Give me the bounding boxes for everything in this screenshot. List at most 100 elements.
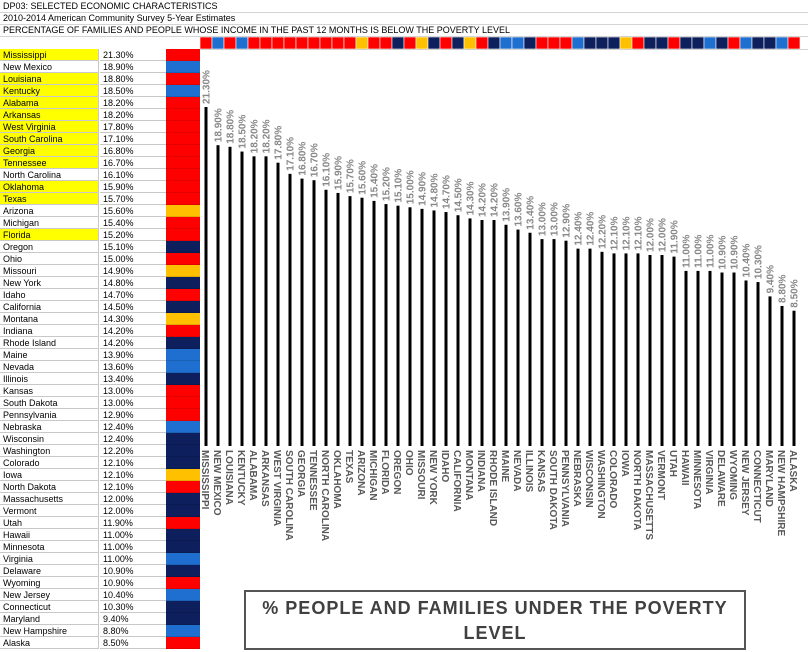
percent-cell[interactable]: 12.10% [100, 481, 166, 493]
percent-cell[interactable]: 18.80% [100, 73, 166, 85]
percent-cell[interactable]: 15.70% [100, 193, 166, 205]
state-name-cell[interactable]: West Virginia [0, 121, 99, 133]
color-swatch-cell[interactable] [166, 229, 200, 241]
color-swatch-cell[interactable] [166, 517, 200, 529]
color-swatch-cell[interactable] [166, 589, 200, 601]
state-name-cell[interactable]: Massachusetts [0, 493, 99, 505]
state-name-cell[interactable]: Illinois [0, 373, 99, 385]
state-name-cell[interactable]: Texas [0, 193, 99, 205]
percent-cell[interactable]: 9.40% [100, 613, 166, 625]
state-name-cell[interactable]: Georgia [0, 145, 99, 157]
state-name-cell[interactable]: South Carolina [0, 133, 99, 145]
state-name-cell[interactable]: Washington [0, 445, 99, 457]
percent-cell[interactable]: 11.90% [100, 517, 166, 529]
percent-cell[interactable]: 12.90% [100, 409, 166, 421]
percent-cell[interactable]: 13.00% [100, 397, 166, 409]
state-name-cell[interactable]: Pennsylvania [0, 409, 99, 421]
state-name-cell[interactable]: Indiana [0, 325, 99, 337]
percent-cell[interactable]: 12.10% [100, 469, 166, 481]
color-swatch-cell[interactable] [166, 337, 200, 349]
color-swatch-cell[interactable] [166, 541, 200, 553]
state-name-cell[interactable]: Ohio [0, 253, 99, 265]
color-swatch-cell[interactable] [166, 373, 200, 385]
percent-cell[interactable]: 15.00% [100, 253, 166, 265]
color-swatch-cell[interactable] [166, 85, 200, 97]
percent-cell[interactable]: 21.30% [100, 49, 166, 61]
state-name-cell[interactable]: New Hampshire [0, 625, 99, 637]
state-name-cell[interactable]: Iowa [0, 469, 99, 481]
color-swatch-cell[interactable] [166, 505, 200, 517]
color-swatch-cell[interactable] [166, 157, 200, 169]
state-name-cell[interactable]: Rhode Island [0, 337, 99, 349]
color-swatch-cell[interactable] [166, 289, 200, 301]
color-swatch-cell[interactable] [166, 601, 200, 613]
state-name-cell[interactable]: Montana [0, 313, 99, 325]
percent-cell[interactable]: 18.50% [100, 85, 166, 97]
state-name-cell[interactable]: New Jersey [0, 589, 99, 601]
color-swatch-cell[interactable] [166, 361, 200, 373]
color-swatch-cell[interactable] [166, 253, 200, 265]
percent-cell[interactable]: 13.40% [100, 373, 166, 385]
percent-cell[interactable]: 16.10% [100, 169, 166, 181]
state-name-cell[interactable]: Michigan [0, 217, 99, 229]
state-name-cell[interactable]: Minnesota [0, 541, 99, 553]
percent-cell[interactable]: 14.80% [100, 277, 166, 289]
color-swatch-cell[interactable] [166, 169, 200, 181]
color-swatch-cell[interactable] [166, 529, 200, 541]
color-swatch-cell[interactable] [166, 637, 200, 649]
color-swatch-cell[interactable] [166, 385, 200, 397]
percent-cell[interactable]: 15.10% [100, 241, 166, 253]
state-name-cell[interactable]: Colorado [0, 457, 99, 469]
percent-cell[interactable]: 14.90% [100, 265, 166, 277]
percent-cell[interactable]: 17.10% [100, 133, 166, 145]
percent-cell[interactable]: 16.80% [100, 145, 166, 157]
color-swatch-cell[interactable] [166, 145, 200, 157]
color-swatch-cell[interactable] [166, 397, 200, 409]
color-swatch-cell[interactable] [166, 325, 200, 337]
color-swatch-cell[interactable] [166, 181, 200, 193]
percent-cell[interactable]: 10.90% [100, 577, 166, 589]
color-swatch-cell[interactable] [166, 301, 200, 313]
color-swatch-cell[interactable] [166, 133, 200, 145]
color-swatch-cell[interactable] [166, 625, 200, 637]
state-name-cell[interactable]: Connecticut [0, 601, 99, 613]
state-name-cell[interactable]: Nebraska [0, 421, 99, 433]
color-swatch-cell[interactable] [166, 469, 200, 481]
percent-cell[interactable]: 15.40% [100, 217, 166, 229]
state-name-cell[interactable]: Utah [0, 517, 99, 529]
state-name-cell[interactable]: Idaho [0, 289, 99, 301]
state-name-cell[interactable]: California [0, 301, 99, 313]
state-name-cell[interactable]: Mississippi [0, 49, 99, 61]
color-swatch-cell[interactable] [166, 265, 200, 277]
color-swatch-cell[interactable] [166, 217, 200, 229]
color-swatch-cell[interactable] [166, 277, 200, 289]
percent-cell[interactable]: 12.00% [100, 505, 166, 517]
state-name-cell[interactable]: Maryland [0, 613, 99, 625]
state-name-cell[interactable]: Delaware [0, 565, 99, 577]
state-name-cell[interactable]: Hawaii [0, 529, 99, 541]
color-swatch-cell[interactable] [166, 73, 200, 85]
percent-cell[interactable]: 14.30% [100, 313, 166, 325]
color-swatch-cell[interactable] [166, 205, 200, 217]
state-name-cell[interactable]: Alaska [0, 637, 99, 649]
state-name-cell[interactable]: North Carolina [0, 169, 99, 181]
percent-cell[interactable]: 13.00% [100, 385, 166, 397]
state-name-cell[interactable]: Wyoming [0, 577, 99, 589]
percent-cell[interactable]: 17.80% [100, 121, 166, 133]
color-swatch-cell[interactable] [166, 493, 200, 505]
state-name-cell[interactable]: Arkansas [0, 109, 99, 121]
percent-cell[interactable]: 8.80% [100, 625, 166, 637]
percent-cell[interactable]: 11.00% [100, 541, 166, 553]
color-swatch-cell[interactable] [166, 577, 200, 589]
percent-cell[interactable]: 12.10% [100, 457, 166, 469]
state-name-cell[interactable]: Oregon [0, 241, 99, 253]
color-swatch-cell[interactable] [166, 421, 200, 433]
state-name-cell[interactable]: Maine [0, 349, 99, 361]
color-swatch-cell[interactable] [166, 121, 200, 133]
state-name-cell[interactable]: Missouri [0, 265, 99, 277]
color-swatch-cell[interactable] [166, 457, 200, 469]
percent-cell[interactable]: 11.00% [100, 553, 166, 565]
percent-cell[interactable]: 13.90% [100, 349, 166, 361]
percent-cell[interactable]: 16.70% [100, 157, 166, 169]
color-swatch-cell[interactable] [166, 97, 200, 109]
